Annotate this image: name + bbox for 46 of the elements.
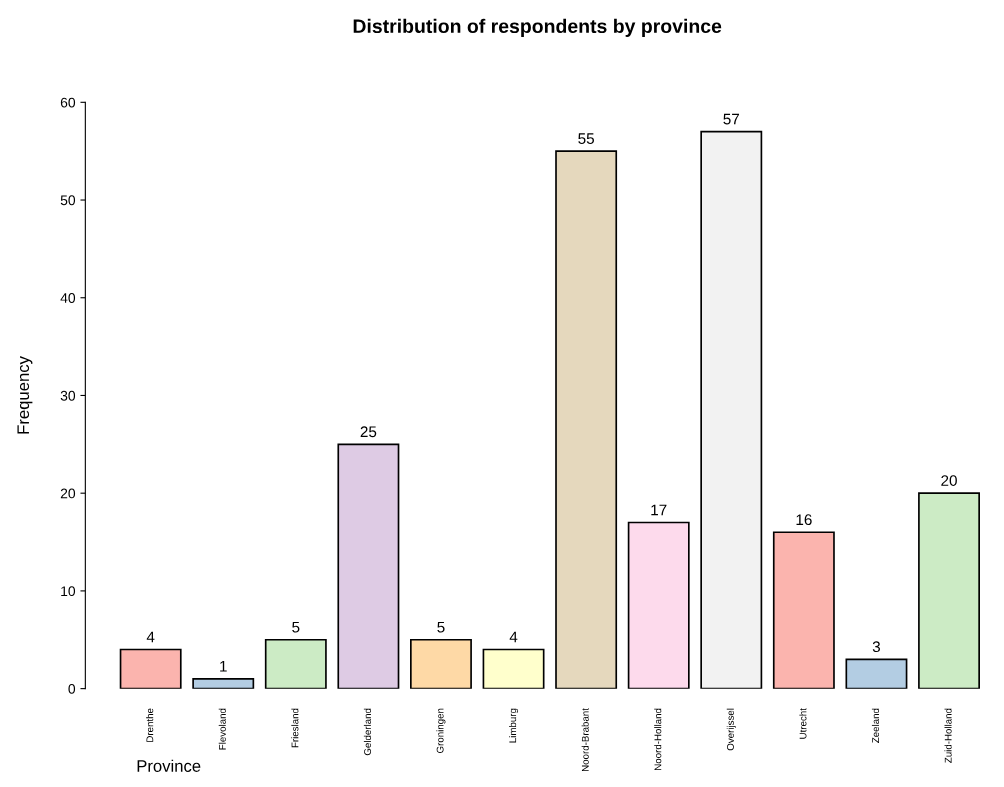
bar bbox=[700, 130, 763, 689]
bar bbox=[555, 150, 618, 689]
chart-title: Distribution of respondents by province bbox=[353, 18, 722, 37]
bar bbox=[845, 658, 908, 689]
data-label: 5 bbox=[292, 621, 300, 633]
data-label: 5 bbox=[437, 621, 445, 633]
data-label: 17 bbox=[651, 504, 667, 516]
data-label: 57 bbox=[723, 113, 740, 125]
bar bbox=[772, 531, 835, 689]
x-axis-title: Province bbox=[137, 759, 201, 772]
bar bbox=[918, 492, 980, 689]
y-tick-label: 50 bbox=[60, 195, 76, 206]
data-label: 4 bbox=[509, 631, 518, 643]
x-tick-label: Drenthe bbox=[146, 708, 154, 742]
data-label: 20 bbox=[941, 475, 957, 486]
bar bbox=[264, 638, 327, 689]
bar bbox=[627, 521, 690, 689]
y-tick-label: 20 bbox=[60, 488, 76, 499]
x-tick-label: Noord-Brabant bbox=[581, 708, 589, 772]
data-label: 25 bbox=[360, 426, 377, 438]
y-tick-label: 10 bbox=[61, 586, 76, 597]
x-tick-label: Overijssel bbox=[726, 708, 736, 751]
data-label: 16 bbox=[796, 514, 812, 526]
y-tick-label: 0 bbox=[68, 683, 76, 694]
bar bbox=[119, 648, 182, 689]
y-tick-label: 40 bbox=[60, 293, 76, 303]
bar bbox=[192, 678, 255, 689]
x-tick-label: Gelderland bbox=[363, 708, 372, 756]
x-tick-label: Utrecht bbox=[799, 708, 807, 739]
data-label: 4 bbox=[146, 631, 155, 643]
y-tick-label: 30 bbox=[60, 390, 76, 401]
x-tick-label: Groningen bbox=[436, 708, 446, 753]
x-tick-label: Zuid-Holland bbox=[944, 708, 952, 763]
bar bbox=[482, 648, 545, 689]
data-label: 3 bbox=[872, 641, 881, 653]
data-label: 55 bbox=[578, 133, 594, 144]
y-tick-label: 60 bbox=[60, 97, 76, 108]
x-tick-label: Noord-Holland bbox=[654, 708, 662, 770]
bar bbox=[337, 443, 400, 689]
data-label: 1 bbox=[220, 661, 227, 672]
y-axis-title: Frequency bbox=[17, 356, 33, 434]
bar bbox=[410, 638, 472, 689]
x-tick-label: Friesland bbox=[291, 708, 299, 748]
x-tick-label: Flevoland bbox=[218, 708, 226, 750]
x-tick-label: Zeeland bbox=[871, 708, 880, 743]
x-tick-label: Limburg bbox=[509, 708, 519, 743]
